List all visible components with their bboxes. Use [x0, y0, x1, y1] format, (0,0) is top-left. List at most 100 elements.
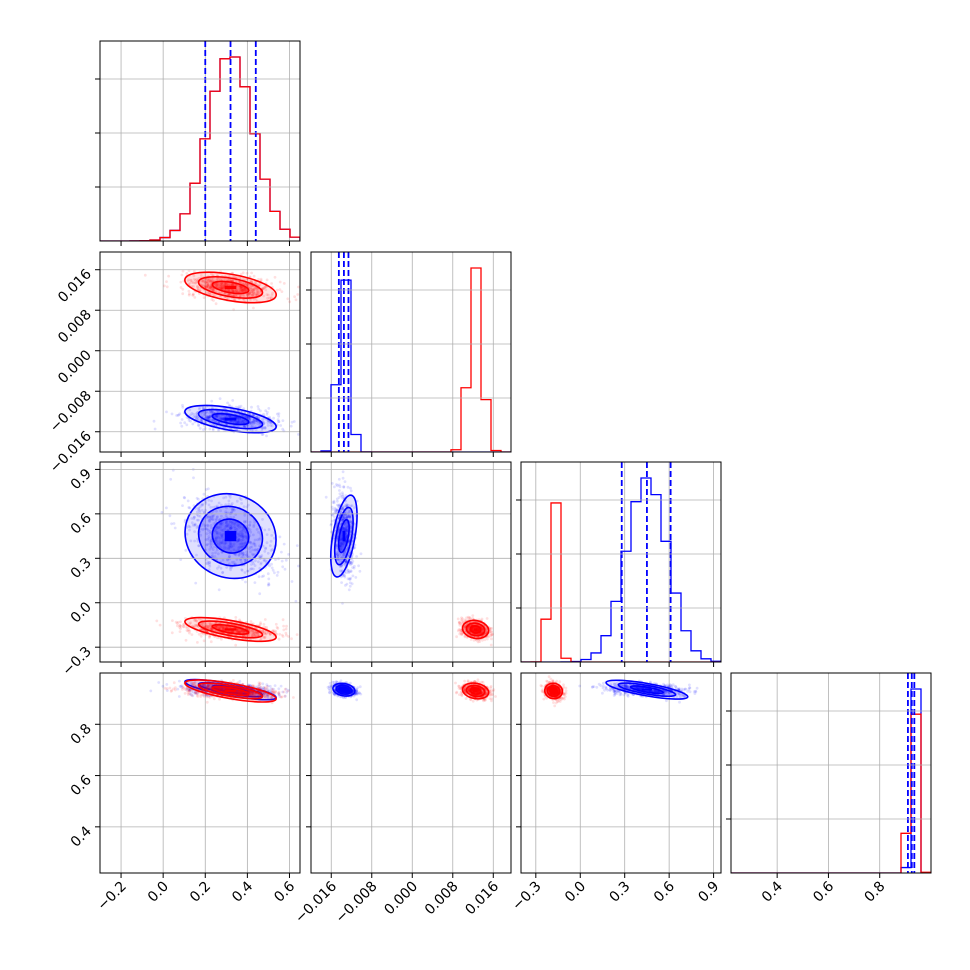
scatter-point [219, 523, 222, 526]
scatter-point [266, 296, 269, 300]
scatter-point [343, 540, 346, 544]
scatter-point [205, 415, 208, 418]
scatter-point [297, 564, 300, 568]
scatter-point [225, 283, 229, 287]
scatter-point [226, 278, 229, 282]
scatter-point [227, 292, 231, 296]
scatter-point [203, 524, 207, 527]
scatter-point [345, 571, 348, 575]
scatter-point [218, 536, 222, 540]
scatter-point [229, 520, 232, 523]
scatter-point [187, 419, 191, 422]
scatter-point [466, 615, 470, 619]
scatter-point [227, 293, 231, 297]
scatter-point [207, 624, 210, 628]
scatter-point [249, 550, 252, 554]
scatter-point [241, 419, 245, 423]
scatter-point [223, 282, 227, 285]
scatter-point [255, 293, 259, 297]
scatter-point [341, 519, 344, 522]
scatter-point [250, 545, 254, 549]
scatter-point [249, 279, 253, 283]
scatter-point [270, 293, 274, 297]
scatter-point [220, 410, 224, 414]
scatter-point [226, 558, 230, 562]
scatter-point [359, 552, 363, 556]
scatter-point [251, 290, 255, 294]
scatter-point [206, 515, 210, 519]
scatter-point [273, 631, 277, 634]
scatter-point [212, 411, 215, 415]
scatter-point [278, 280, 282, 284]
scatter-point [250, 420, 254, 424]
scatter-point [252, 306, 255, 310]
scatter-point [263, 426, 267, 429]
scatter-point [252, 562, 256, 566]
scatter-point [256, 631, 259, 634]
scatter-point [263, 635, 267, 639]
scatter-point [336, 555, 340, 558]
scatter-point [216, 415, 220, 419]
scatter-point [209, 627, 213, 631]
scatter-point [258, 592, 262, 596]
scatter-point [214, 415, 218, 418]
scatter-point [236, 548, 240, 552]
scatter-point [231, 629, 235, 633]
scatter-point [248, 417, 252, 421]
scatter-point [239, 280, 242, 284]
scatter-point [266, 421, 270, 424]
scatter-point [251, 629, 255, 633]
scatter-point [196, 286, 200, 290]
scatter-point [202, 639, 206, 643]
scatter-point [210, 277, 214, 281]
scatter-point [187, 278, 191, 281]
scatter-point [240, 561, 244, 564]
scatter-point [165, 683, 169, 686]
scatter-point [195, 624, 199, 628]
scatter-point [193, 530, 197, 533]
scatter-point [215, 540, 219, 544]
scatter-point [280, 633, 284, 637]
scatter-point [264, 632, 268, 636]
scatter-point [241, 288, 245, 292]
scatter-point [236, 627, 240, 631]
corner-panels: −0.016−0.0080.0000.0080.016−0.30.00.30.6… [47, 40, 932, 926]
scatter-point [236, 629, 240, 633]
scatter-point [206, 283, 210, 287]
scatter-point [241, 544, 244, 548]
y-tick-label: 0.008 [55, 307, 95, 347]
scatter-point [268, 684, 272, 688]
scatter-point [210, 517, 214, 520]
scatter-point [219, 521, 223, 525]
scatter-point [204, 562, 208, 565]
scatter-point [255, 293, 259, 297]
scatter-point [224, 541, 228, 545]
scatter-point [251, 413, 255, 417]
scatter-point [237, 533, 240, 536]
scatter-point [229, 542, 232, 546]
scatter-point [240, 532, 244, 536]
scatter-point [349, 486, 352, 490]
scatter-point [216, 532, 219, 536]
scatter-point [237, 405, 241, 408]
scatter-point [245, 553, 248, 557]
scatter-point [195, 417, 198, 420]
scatter-point [262, 574, 265, 578]
scatter-point [202, 510, 206, 514]
scatter-point [220, 534, 223, 537]
scatter-point [242, 288, 246, 292]
scatter-point [224, 514, 228, 518]
scatter-point [243, 288, 247, 292]
scatter-point [239, 421, 243, 424]
scatter-point [190, 517, 194, 520]
scatter-point [247, 291, 251, 295]
scatter-point [205, 527, 209, 531]
scatter-point [255, 292, 258, 296]
scatter-point [224, 503, 228, 507]
scatter-point [252, 418, 256, 422]
scatter-point [262, 421, 266, 425]
scatter-point [251, 288, 255, 292]
scatter-point [256, 405, 260, 408]
scatter-point [171, 619, 174, 622]
scatter-point [240, 419, 243, 423]
